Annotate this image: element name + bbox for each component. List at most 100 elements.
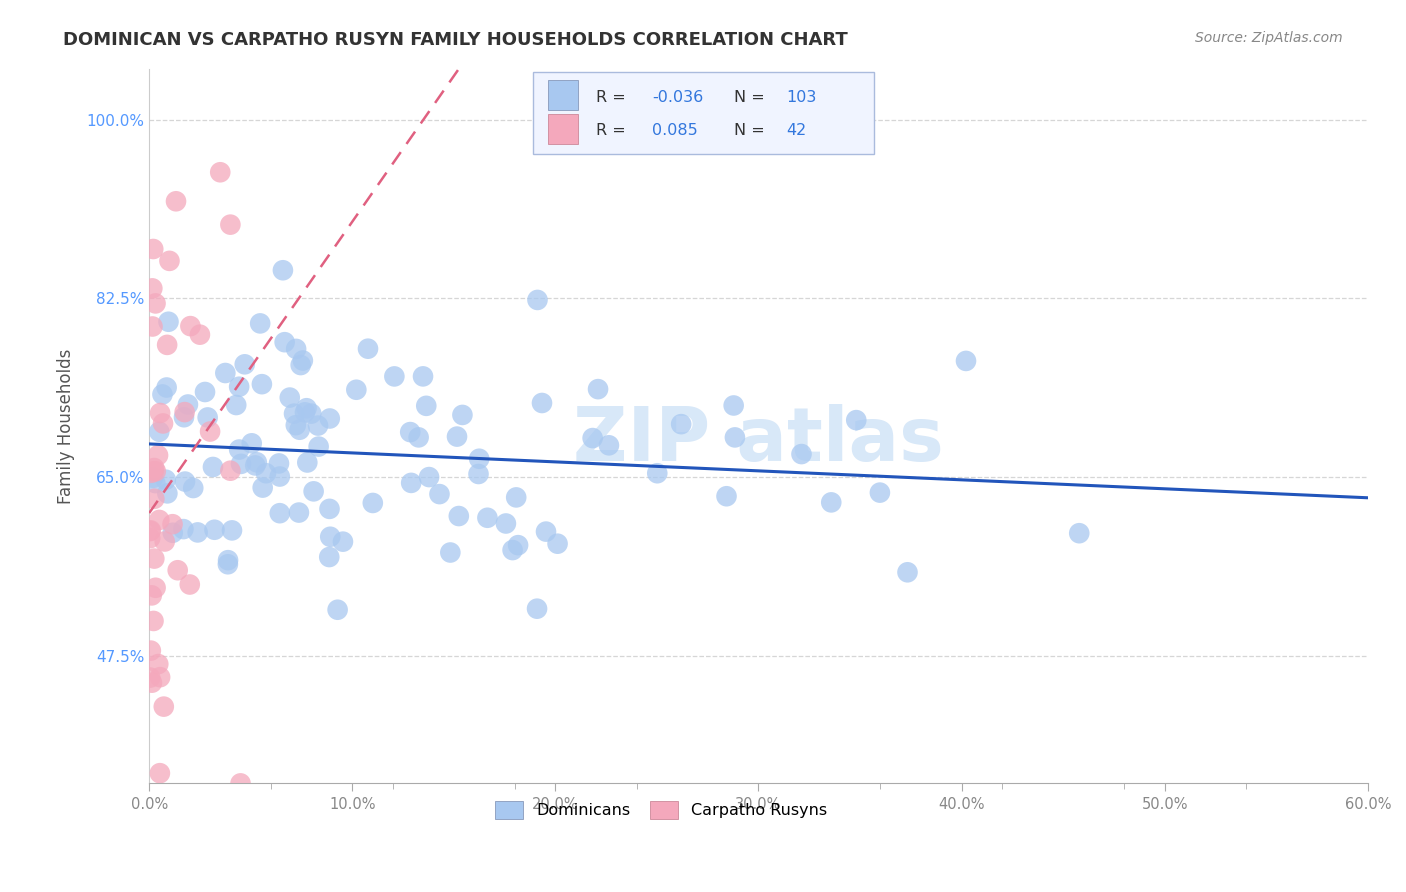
Point [534,524,557,539]
Point [283,407,305,421]
Point [299,407,322,421]
Point [143,476,166,491]
Point [586,382,609,396]
Point [408,430,430,444]
Point [495,516,517,531]
Point [412,369,434,384]
Point [181,481,204,495]
Point [669,417,692,431]
Point [149,670,172,684]
Point [156,380,179,394]
Point [820,495,842,509]
Point [149,766,172,780]
Point [288,423,311,437]
Point [229,457,252,471]
Point [269,506,291,520]
Point [240,436,263,450]
Point [229,776,252,790]
Point [146,448,169,462]
Point [254,467,277,481]
Point [250,377,273,392]
Point [344,383,367,397]
Point [547,537,569,551]
Point [142,471,165,485]
Point [326,603,349,617]
Point [217,558,239,572]
Point [179,319,201,334]
Point [194,384,217,399]
Point [845,413,868,427]
Point [530,396,553,410]
Point [357,342,380,356]
Point [290,358,312,372]
Point [141,588,163,602]
Point [297,455,319,469]
Point [148,657,170,671]
Point [219,218,242,232]
Point [288,506,311,520]
Y-axis label: Family Households: Family Households [58,348,75,504]
Point [145,464,167,478]
Point [790,447,813,461]
Point [162,517,184,532]
Point [142,464,165,478]
Text: R =: R = [596,89,626,104]
Point [645,467,668,481]
Point [174,475,197,489]
Point [319,530,342,544]
Point [143,491,166,506]
Point [477,510,499,524]
Point [267,457,290,471]
Point [139,531,162,545]
Point [273,335,295,350]
Point [294,405,316,419]
Point [418,470,440,484]
Point [446,429,468,443]
Point [1069,526,1091,541]
Point [399,475,422,490]
Point [177,397,200,411]
Point [139,643,162,657]
Point [451,408,474,422]
Legend: Dominicans, Carpatho Rusyns: Dominicans, Carpatho Rusyns [488,794,834,825]
Point [502,543,524,558]
FancyBboxPatch shape [547,80,578,110]
Point [145,296,167,310]
Point [173,410,195,425]
Point [173,405,195,419]
Text: 42: 42 [786,123,807,138]
Point [152,699,174,714]
Point [252,481,274,495]
Point [139,524,162,538]
Text: N =: N = [734,89,765,104]
Point [896,566,918,580]
Point [162,525,184,540]
Point [153,534,176,549]
Point [506,538,529,552]
Point [295,401,318,416]
Point [582,431,605,445]
Point [269,469,291,483]
Point [156,338,179,352]
Point [142,242,165,256]
Point [214,366,236,380]
Point [148,513,170,527]
Point [187,525,209,540]
Point [204,523,226,537]
Point [724,430,747,444]
Point [249,317,271,331]
Point [141,281,163,295]
Point [505,491,527,505]
FancyBboxPatch shape [547,114,578,145]
Point [526,601,548,615]
Point [415,399,437,413]
Point [221,524,243,538]
Point [152,387,174,401]
Text: Source: ZipAtlas.com: Source: ZipAtlas.com [1195,31,1343,45]
Point [271,263,294,277]
Point [145,581,167,595]
Point [139,524,162,538]
Point [447,509,470,524]
Point [141,319,163,334]
Point [716,489,738,503]
